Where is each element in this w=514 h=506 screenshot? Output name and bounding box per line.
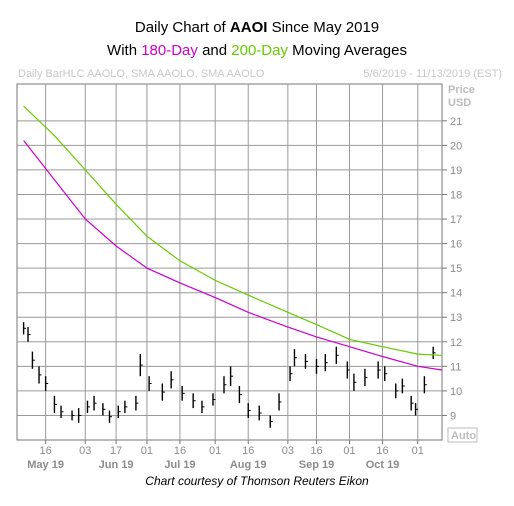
price-bar bbox=[102, 403, 106, 416]
price-bar bbox=[395, 383, 399, 399]
price-bar bbox=[278, 393, 282, 411]
plot-frame bbox=[16, 83, 443, 441]
y-tick-label: 17 bbox=[450, 214, 462, 226]
x-month-label: Sep 19 bbox=[299, 459, 334, 471]
price-bar bbox=[148, 376, 152, 391]
auto-label: Auto bbox=[451, 430, 476, 442]
y-tick-label: 14 bbox=[450, 288, 462, 300]
price-bar bbox=[38, 366, 42, 384]
chart-subtitle: With 180-Day and 200-Day Moving Averages bbox=[107, 42, 407, 59]
price-bar bbox=[401, 378, 405, 394]
y-tick-label: 15 bbox=[450, 263, 462, 275]
x-day-label: 01 bbox=[209, 445, 221, 457]
x-day-label: 16 bbox=[376, 445, 388, 457]
price-bar bbox=[258, 405, 262, 421]
y-tick-label: 13 bbox=[450, 312, 462, 324]
y-tick-label: 10 bbox=[450, 386, 462, 398]
y-tick-label: 12 bbox=[450, 337, 462, 349]
x-month-label: May 19 bbox=[27, 459, 64, 471]
price-bar bbox=[346, 361, 350, 379]
x-day-label: 16 bbox=[310, 445, 322, 457]
x-month-label: Jun 19 bbox=[99, 459, 134, 471]
x-day-label: 01 bbox=[412, 445, 424, 457]
price-bar bbox=[414, 403, 419, 416]
x-day-label: 16 bbox=[174, 445, 186, 457]
price-bar bbox=[324, 354, 328, 372]
price-bar bbox=[201, 400, 205, 413]
auto-scale-button[interactable]: Auto bbox=[447, 427, 478, 443]
price-bar bbox=[93, 395, 97, 411]
price-bar bbox=[335, 346, 339, 364]
y-tick-label: 9 bbox=[450, 410, 456, 422]
chart-credit: Chart courtesy of Thomson Reuters Eikon bbox=[145, 474, 369, 488]
x-day-label: 16 bbox=[40, 445, 52, 457]
price-bar bbox=[238, 385, 242, 404]
price-bar bbox=[22, 322, 27, 335]
price-bar bbox=[269, 415, 273, 428]
x-month-label: Oct 19 bbox=[366, 459, 400, 471]
price-bar bbox=[31, 351, 35, 369]
sma-180-line bbox=[23, 140, 443, 371]
price-bar bbox=[86, 400, 90, 413]
price-bar bbox=[53, 395, 57, 413]
price-bar bbox=[170, 371, 174, 389]
price-bar bbox=[108, 410, 112, 423]
price-bar bbox=[77, 408, 82, 423]
price-bar bbox=[353, 373, 357, 391]
price-bar bbox=[135, 395, 139, 411]
y-tick-label: 20 bbox=[450, 140, 462, 152]
legend-200-day: 200-Day bbox=[231, 42, 288, 59]
price-bar bbox=[410, 395, 414, 411]
chart-title: Daily Chart of AAOI Since May 2019 bbox=[134, 19, 380, 36]
price-bar bbox=[377, 361, 381, 379]
price-bar bbox=[44, 376, 49, 391]
x-day-label: 03 bbox=[79, 445, 91, 457]
y-tick-label: 21 bbox=[450, 116, 462, 128]
price-bar bbox=[124, 400, 128, 413]
price-bar bbox=[229, 366, 234, 386]
price-bar bbox=[139, 354, 143, 377]
x-day-label: 01 bbox=[343, 445, 355, 457]
sma-200-line bbox=[23, 105, 443, 356]
price-bar bbox=[289, 366, 293, 382]
currency-axis-label: USD bbox=[448, 97, 472, 109]
x-month-label: Aug 19 bbox=[230, 459, 267, 471]
y-tick-label: 11 bbox=[450, 361, 461, 373]
price-bar bbox=[432, 346, 436, 359]
price-bar bbox=[60, 405, 64, 418]
chart-date-range: 5/6/2019 - 11/13/2019 (EST) bbox=[363, 68, 502, 80]
x-day-label: 17 bbox=[110, 445, 122, 457]
price-bar bbox=[223, 376, 227, 394]
price-bar bbox=[212, 393, 216, 406]
price-bar bbox=[161, 383, 165, 401]
price-bar bbox=[192, 393, 196, 409]
price-bar bbox=[71, 410, 75, 421]
price-bar bbox=[181, 385, 185, 401]
chart-series-header: Daily BarHLC AAOLO, SMA AAOLO, SMA AAOLO bbox=[18, 68, 265, 80]
price-bar bbox=[364, 368, 368, 386]
x-month-label: Jul 19 bbox=[164, 459, 195, 471]
price-bar bbox=[384, 366, 388, 382]
x-day-label: 16 bbox=[242, 445, 254, 457]
y-tick-label: 16 bbox=[450, 239, 462, 251]
price-bar bbox=[27, 327, 31, 342]
legend-180-day: 180-Day bbox=[141, 42, 198, 59]
price-bar bbox=[247, 403, 251, 418]
price-bar bbox=[423, 376, 427, 394]
price-bar bbox=[304, 354, 308, 369]
y-tick-label: 18 bbox=[450, 189, 462, 201]
price-bar bbox=[315, 358, 319, 374]
price-bar bbox=[293, 349, 297, 367]
y-tick-label: 19 bbox=[450, 165, 462, 177]
x-day-label: 03 bbox=[282, 445, 294, 457]
price-bar bbox=[117, 405, 121, 418]
x-day-label: 01 bbox=[141, 445, 153, 457]
price-axis-label: Price bbox=[448, 84, 475, 96]
